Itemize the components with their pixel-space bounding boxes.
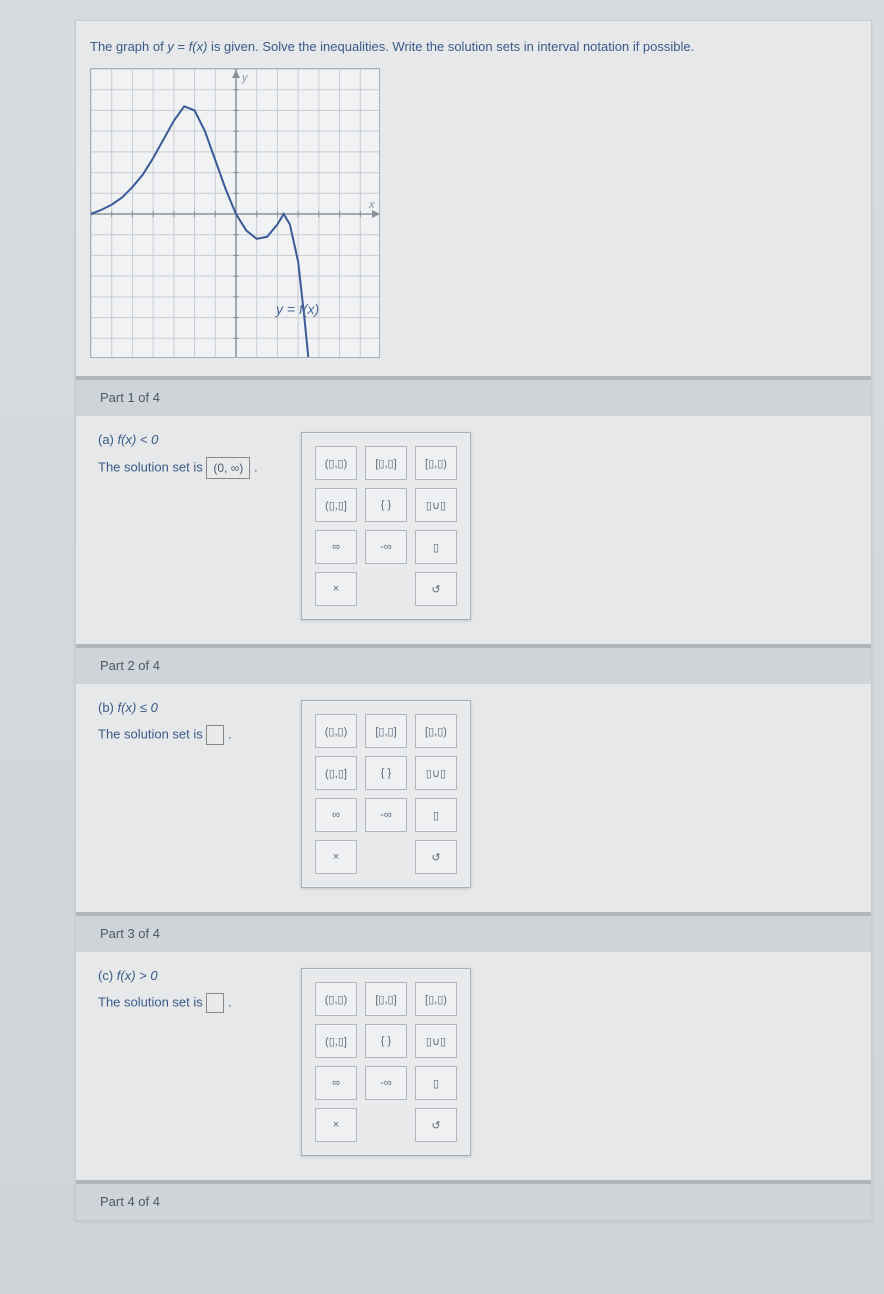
palette-open-closed[interactable]: (▯,▯] [315,488,357,522]
palette-placeholder[interactable]: ▯ [415,798,457,832]
palette-closed-open-std[interactable]: [▯,▯) [415,982,457,1016]
prompt-line: The solution set is (0, ∞) . [98,457,283,479]
symbol-palette: (▯,▯)[▯,▯][▯,▯) (▯,▯]{ }▯∪▯ ∞-∞▯ × ↺ [301,432,471,620]
palette-open-closed[interactable]: (▯,▯] [315,756,357,790]
intro-suffix: is given. Solve the inequalities. Write … [207,39,694,54]
palette-spacer [365,840,407,874]
svg-text:x: x [368,199,375,211]
symbol-palette: (▯,▯)[▯,▯][▯,▯) (▯,▯]{ }▯∪▯ ∞-∞▯ × ↺ [301,700,471,888]
part-header: Part 1 of 4 [76,376,871,416]
palette-closed-open-std[interactable]: [▯,▯) [415,714,457,748]
inequality-line: (b) f(x) ≤ 0 [98,700,283,715]
answer-input[interactable] [206,725,224,745]
part-header: Part 3 of 4 [76,912,871,952]
palette-empty-set[interactable]: { } [365,488,407,522]
palette-closed-closed[interactable]: [▯,▯] [365,982,407,1016]
inequality-line: (c) f(x) > 0 [98,968,283,983]
symbol-palette: (▯,▯)[▯,▯][▯,▯) (▯,▯]{ }▯∪▯ ∞-∞▯ × ↺ [301,968,471,1156]
part4-header: Part 4 of 4 [76,1180,871,1220]
palette-grid: (▯,▯)[▯,▯][▯,▯) (▯,▯]{ }▯∪▯ ∞-∞▯ × ↺ [315,714,457,874]
question-panel: The graph of y = f(x) is given. Solve th… [75,20,872,1221]
function-graph: xy y = f(x) [90,68,380,358]
palette-undo[interactable]: ↺ [415,840,457,874]
prompt-line: The solution set is . [98,725,283,745]
palette-empty-set[interactable]: { } [365,756,407,790]
palette-infinity[interactable]: ∞ [315,1066,357,1100]
palette-union[interactable]: ▯∪▯ [415,756,457,790]
palette-infinity[interactable]: ∞ [315,530,357,564]
palette-open-closed[interactable]: (▯,▯] [315,1024,357,1058]
palette-undo[interactable]: ↺ [415,572,457,606]
intro-text: The graph of y = f(x) is given. Solve th… [76,21,871,68]
answer-input[interactable] [206,993,224,1013]
palette-spacer [365,1108,407,1142]
palette-empty-set[interactable]: { } [365,1024,407,1058]
question-column: (b) f(x) ≤ 0 The solution set is . [98,700,283,755]
palette-grid: (▯,▯)[▯,▯][▯,▯) (▯,▯]{ }▯∪▯ ∞-∞▯ × ↺ [315,982,457,1142]
parts-container: Part 1 of 4 (a) f(x) < 0 The solution set … [76,376,871,1180]
prompt-line: The solution set is . [98,993,283,1013]
svg-text:y: y [241,72,249,84]
palette-clear[interactable]: × [315,840,357,874]
palette-placeholder[interactable]: ▯ [415,1066,457,1100]
palette-closed-open-std[interactable]: [▯,▯) [415,446,457,480]
intro-eq-rhs: f(x) [189,39,208,54]
palette-neg-infinity[interactable]: -∞ [365,530,407,564]
palette-grid: (▯,▯)[▯,▯][▯,▯) (▯,▯]{ }▯∪▯ ∞-∞▯ × ↺ [315,446,457,606]
intro-prefix: The graph of [90,39,167,54]
part-body: (c) f(x) > 0The solution set is .(▯,▯)[▯… [76,952,871,1180]
part-header: Part 2 of 4 [76,644,871,684]
curve-label: y = f(x) [276,301,319,317]
graph-container: xy y = f(x) [76,68,871,376]
palette-infinity[interactable]: ∞ [315,798,357,832]
palette-open-open[interactable]: (▯,▯) [315,446,357,480]
palette-closed-closed[interactable]: [▯,▯] [365,446,407,480]
palette-union[interactable]: ▯∪▯ [415,1024,457,1058]
page-root: The graph of y = f(x) is given. Solve th… [0,0,884,1294]
question-column: (a) f(x) < 0 The solution set is (0, ∞) . [98,432,283,489]
palette-placeholder[interactable]: ▯ [415,530,457,564]
palette-undo[interactable]: ↺ [415,1108,457,1142]
palette-clear[interactable]: × [315,572,357,606]
palette-closed-closed[interactable]: [▯,▯] [365,714,407,748]
inequality-line: (a) f(x) < 0 [98,432,283,447]
question-column: (c) f(x) > 0 The solution set is . [98,968,283,1023]
intro-eq-lhs: y [167,39,174,54]
answer-input[interactable]: (0, ∞) [206,457,250,479]
graph-svg: xy [91,69,380,358]
palette-neg-infinity[interactable]: -∞ [365,798,407,832]
palette-spacer [365,572,407,606]
palette-open-open[interactable]: (▯,▯) [315,714,357,748]
part4-header-text: Part 4 of 4 [100,1194,160,1209]
palette-open-open[interactable]: (▯,▯) [315,982,357,1016]
palette-clear[interactable]: × [315,1108,357,1142]
part-body: (b) f(x) ≤ 0The solution set is .(▯,▯)[▯… [76,684,871,912]
palette-neg-infinity[interactable]: -∞ [365,1066,407,1100]
part-body: (a) f(x) < 0 The solution set is (0, ∞) .… [76,416,871,644]
palette-union[interactable]: ▯∪▯ [415,488,457,522]
